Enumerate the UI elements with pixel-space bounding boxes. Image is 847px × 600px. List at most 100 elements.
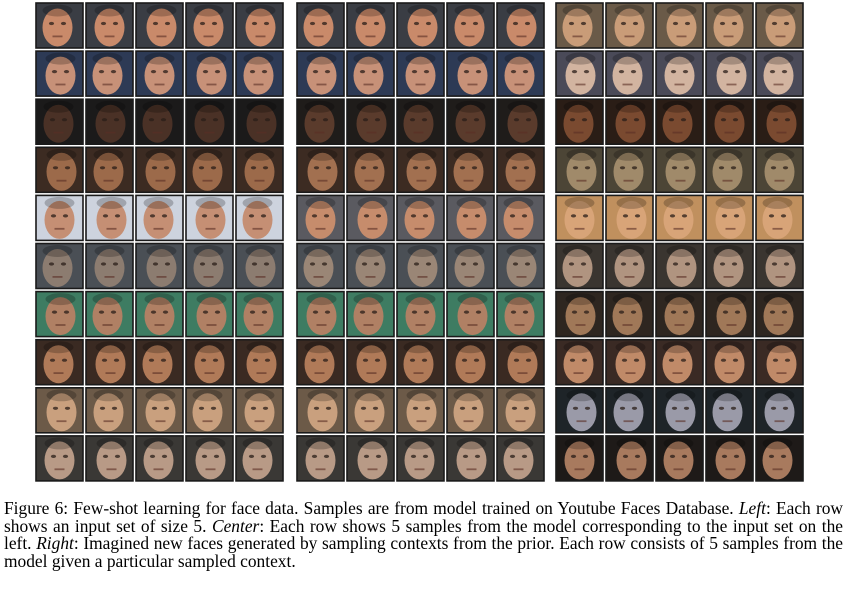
face-thumbnail	[655, 242, 704, 290]
face-thumbnail	[296, 242, 345, 290]
face-thumbnail	[705, 338, 754, 386]
face-thumbnail	[446, 194, 495, 242]
face-thumbnail	[85, 50, 134, 97]
face-thumbnail	[446, 2, 495, 49]
face-thumbnail	[296, 338, 345, 386]
left-description: : Each row shows an input set of size 5.	[4, 498, 843, 536]
face-thumbnail	[605, 194, 654, 242]
face-thumbnail	[555, 290, 604, 338]
face-thumbnail	[296, 2, 345, 49]
right-description: : Imagined new faces generated by sampli…	[4, 533, 843, 571]
figure-label: Figure 6:	[4, 498, 69, 518]
face-thumbnail	[235, 290, 284, 338]
face-thumbnail	[555, 2, 604, 49]
face-thumbnail	[605, 242, 654, 290]
face-thumbnail	[705, 242, 754, 290]
face-thumbnail	[185, 338, 234, 386]
face-thumbnail	[85, 98, 134, 145]
face-thumbnail	[496, 242, 545, 290]
face-thumbnail	[346, 338, 395, 386]
face-thumbnail	[85, 242, 134, 290]
face-thumbnail	[755, 290, 804, 338]
face-thumbnail	[655, 194, 704, 242]
face-thumbnail	[705, 290, 754, 338]
face-sample-figure	[35, 2, 804, 482]
face-thumbnail	[185, 146, 234, 194]
face-thumbnail	[496, 386, 545, 434]
face-thumbnail	[655, 50, 704, 97]
face-thumbnail	[296, 386, 345, 434]
face-thumbnail	[296, 290, 345, 338]
face-thumbnail	[605, 386, 654, 434]
face-thumbnail	[555, 242, 604, 290]
face-thumbnail	[85, 386, 134, 434]
face-thumbnail	[185, 50, 234, 97]
face-thumbnail	[135, 146, 184, 194]
face-thumbnail	[235, 435, 284, 482]
face-thumbnail	[346, 50, 395, 97]
face-thumbnail	[35, 2, 84, 49]
face-thumbnail	[555, 50, 604, 97]
center-label: Center	[211, 515, 260, 536]
face-thumbnail	[496, 146, 545, 194]
face-thumbnail	[755, 338, 804, 386]
face-thumbnail	[446, 338, 495, 386]
face-thumbnail	[185, 194, 234, 242]
face-thumbnail	[235, 98, 284, 145]
caption-intro: Few-shot learning for face data. Samples…	[68, 498, 739, 518]
face-thumbnail	[135, 50, 184, 97]
face-thumbnail	[446, 242, 495, 290]
face-thumbnail	[235, 338, 284, 386]
face-thumbnail	[35, 290, 84, 338]
face-thumbnail	[446, 290, 495, 338]
face-thumbnail	[605, 290, 654, 338]
center-description: : Each row shows 5 samples from the mode…	[4, 515, 843, 554]
face-thumbnail	[655, 435, 704, 482]
face-thumbnail	[396, 194, 445, 242]
face-thumbnail	[605, 2, 654, 49]
face-thumbnail	[755, 50, 804, 97]
face-thumbnail	[555, 146, 604, 194]
face-thumbnail	[346, 242, 395, 290]
face-thumbnail	[185, 242, 234, 290]
face-thumbnail	[296, 194, 345, 242]
face-thumbnail	[605, 435, 654, 482]
face-thumbnail	[396, 290, 445, 338]
face-thumbnail	[85, 435, 134, 482]
face-thumbnail	[396, 386, 445, 434]
face-thumbnail	[135, 2, 184, 49]
face-thumbnail	[555, 338, 604, 386]
face-thumbnail	[396, 2, 445, 49]
face-thumbnail	[555, 386, 604, 434]
face-thumbnail	[555, 194, 604, 242]
face-thumbnail	[705, 194, 754, 242]
face-thumbnail	[396, 50, 445, 97]
face-thumbnail	[755, 194, 804, 242]
model-samples-panel	[296, 2, 545, 482]
face-thumbnail	[185, 435, 234, 482]
face-thumbnail	[496, 2, 545, 49]
face-thumbnail	[655, 146, 704, 194]
face-thumbnail	[296, 146, 345, 194]
face-thumbnail	[185, 386, 234, 434]
face-thumbnail	[235, 194, 284, 242]
face-thumbnail	[446, 50, 495, 97]
face-thumbnail	[35, 194, 84, 242]
face-thumbnail	[185, 290, 234, 338]
face-thumbnail	[755, 98, 804, 145]
face-thumbnail	[35, 50, 84, 97]
face-thumbnail	[605, 338, 654, 386]
face-thumbnail	[185, 98, 234, 145]
face-thumbnail	[605, 146, 654, 194]
left-label: Left	[738, 498, 766, 518]
face-thumbnail	[396, 98, 445, 145]
face-thumbnail	[655, 290, 704, 338]
face-thumbnail	[755, 146, 804, 194]
face-thumbnail	[296, 98, 345, 145]
face-thumbnail	[655, 98, 704, 145]
face-thumbnail	[296, 435, 345, 482]
face-thumbnail	[555, 98, 604, 145]
face-thumbnail	[496, 194, 545, 242]
face-thumbnail	[85, 146, 134, 194]
face-thumbnail	[555, 435, 604, 482]
